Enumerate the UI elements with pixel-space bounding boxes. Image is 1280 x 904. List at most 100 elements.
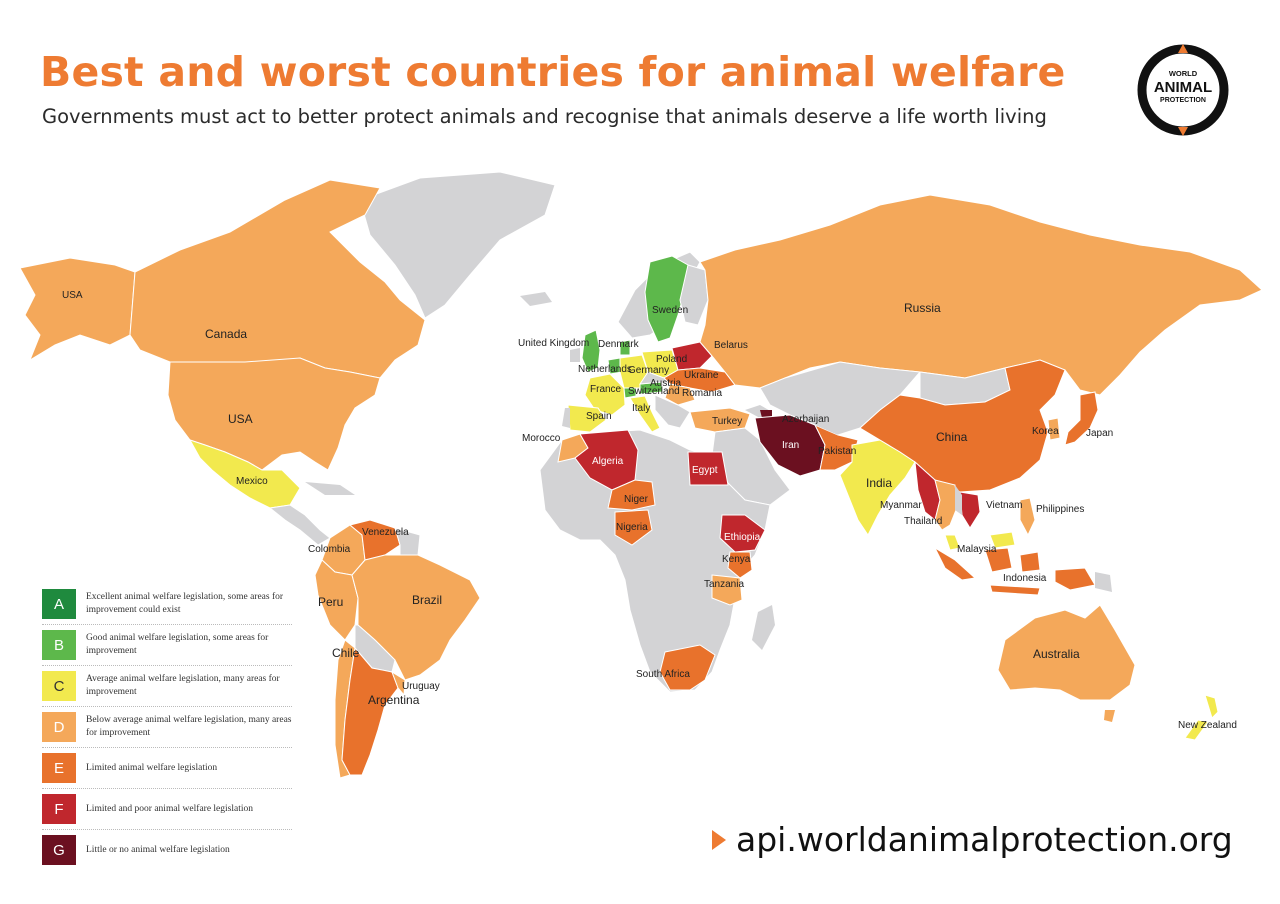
papua-new-guinea-shape <box>1095 572 1112 592</box>
country-label: Nigeria <box>616 522 648 533</box>
country-label: Poland <box>656 354 687 365</box>
country-shape-peru <box>314 559 359 641</box>
afghanistan-shape <box>815 418 838 435</box>
country-label: United Kingdom <box>518 338 589 349</box>
legend-grade-swatch: A <box>42 589 76 619</box>
legend-description: Limited and poor animal welfare legislat… <box>86 803 253 814</box>
country-label: Indonesia <box>1003 573 1047 584</box>
country-shape-nigeria <box>614 509 653 546</box>
legend-description: Excellent animal welfare legislation, so… <box>86 592 284 615</box>
laos-cambodia-shape <box>955 485 962 515</box>
country-shape-belarus <box>671 341 713 371</box>
country-label: Austria <box>650 378 682 389</box>
balkans-shape <box>654 394 691 429</box>
legend-description: Little or no animal welfare legislation <box>86 844 230 855</box>
country-shape-egypt <box>687 451 729 486</box>
country-label: Myanmar <box>880 500 922 511</box>
legend-item-c: C Average animal welfare legislation, man… <box>42 666 292 707</box>
tasmania-shape <box>1104 710 1115 722</box>
legend-item-d: D Below average animal welfare legislatio… <box>42 707 292 748</box>
country-shape-australia <box>997 604 1136 701</box>
country-shape-tanzania <box>711 574 743 606</box>
country-label: Russia <box>904 301 941 315</box>
country-shape-south-africa <box>659 644 716 691</box>
country-label: Morocco <box>522 433 561 444</box>
website-link[interactable]: api.worldanimalprotection.org <box>712 820 1233 859</box>
country-shape-new-zealand <box>1184 694 1219 741</box>
country-label: Peru <box>318 595 343 609</box>
country-label: Algeria <box>592 456 624 467</box>
country-label: Argentina <box>368 693 420 707</box>
country-shape-usa-alaska <box>19 257 136 362</box>
country-label: Mexico <box>236 476 268 487</box>
country-label: Brazil <box>412 593 442 607</box>
country-label: Philippines <box>1036 504 1084 515</box>
country-label: Ethiopia <box>724 532 761 543</box>
country-label: Spain <box>586 411 612 422</box>
legend-item-a: A Excellent animal welfare legislation, s… <box>42 584 292 625</box>
country-shape-venezuela <box>348 519 401 561</box>
country-shape-indonesia <box>933 546 1096 596</box>
legend-grade-swatch: E <box>42 753 76 783</box>
country-label: Switzerland <box>628 386 680 397</box>
legend-item-b: B Good animal welfare legislation, some a… <box>42 625 292 666</box>
country-label: Belarus <box>714 340 748 351</box>
country-label: Turkey <box>712 416 742 427</box>
logo-line-2: ANIMAL <box>1153 78 1213 96</box>
country-shape-russia <box>699 194 1263 396</box>
greenland-shape <box>359 171 556 319</box>
country-label: USA <box>228 412 253 426</box>
legend-grade-swatch: F <box>42 794 76 824</box>
country-label: Azerbaijan <box>782 414 829 425</box>
country-label: Ukraine <box>684 370 719 381</box>
legend-grade-swatch: G <box>42 835 76 865</box>
country-label: Iran <box>782 440 799 451</box>
legend: A Excellent animal welfare legislation, s… <box>42 584 292 870</box>
country-shape-azerbaijan <box>760 410 772 418</box>
page-subtitle: Governments must act to better protect a… <box>42 105 1047 128</box>
legend-grade-swatch: B <box>42 630 76 660</box>
country-label: Korea <box>1032 426 1059 437</box>
country-shape-uruguay <box>391 670 406 697</box>
country-shape-japan <box>1064 391 1099 446</box>
country-shape-italy <box>629 395 661 433</box>
country-shape-france <box>584 373 626 416</box>
country-shape-sweden <box>644 255 689 343</box>
country-label: Colombia <box>308 544 351 555</box>
country-label: USA <box>62 290 83 301</box>
legend-description: Limited animal welfare legislation <box>86 762 218 773</box>
country-label: Germany <box>628 365 669 376</box>
logo-wordmark: WORLD ANIMAL PROTECTION <box>1137 70 1229 104</box>
country-shape-philippines <box>1019 497 1036 537</box>
country-label: Vietnam <box>986 500 1023 511</box>
country-label: New Zealand <box>1178 720 1237 731</box>
logo-line-3: PROTECTION <box>1160 96 1206 104</box>
country-label: Pakistan <box>818 446 856 457</box>
country-label: Egypt <box>692 465 718 476</box>
country-labels: USA Canada USA Mexico Venezuela Colombia Peru B… <box>62 290 1237 731</box>
legend-description: Average animal welfare legislation, many… <box>86 674 280 697</box>
legend-description: Below average animal welfare legislation… <box>86 715 292 738</box>
country-label: Italy <box>632 403 650 414</box>
central-america-shape <box>268 504 331 546</box>
world-animal-protection-logo <box>1137 44 1229 136</box>
portugal-shape <box>562 408 570 428</box>
country-shape-switzerland <box>623 387 637 399</box>
legend-item-f: F Limited and poor animal welfare legisla… <box>42 789 292 830</box>
legend-grade-swatch: C <box>42 671 76 701</box>
page-title: Best and worst countries for animal welf… <box>40 48 1066 96</box>
country-shape-mexico <box>188 439 301 509</box>
country-shape-niger <box>607 479 656 511</box>
legend-grade-swatch: D <box>42 712 76 742</box>
country-shape-united-kingdom <box>581 329 601 373</box>
country-label: Tanzania <box>704 579 744 590</box>
world-map: USA Canada USA Mexico Venezuela Colombia Peru B… <box>19 171 1263 779</box>
country-label: India <box>866 476 892 490</box>
country-shape-malaysia <box>944 531 1016 551</box>
iceland-shape <box>520 292 552 306</box>
country-label: Uruguay <box>402 681 440 692</box>
website-url[interactable]: api.worldanimalprotection.org <box>736 820 1233 859</box>
legend-item-e: E Limited animal welfare legislation <box>42 748 292 789</box>
central-europe-other-shape <box>639 371 672 385</box>
country-label: China <box>936 430 968 444</box>
